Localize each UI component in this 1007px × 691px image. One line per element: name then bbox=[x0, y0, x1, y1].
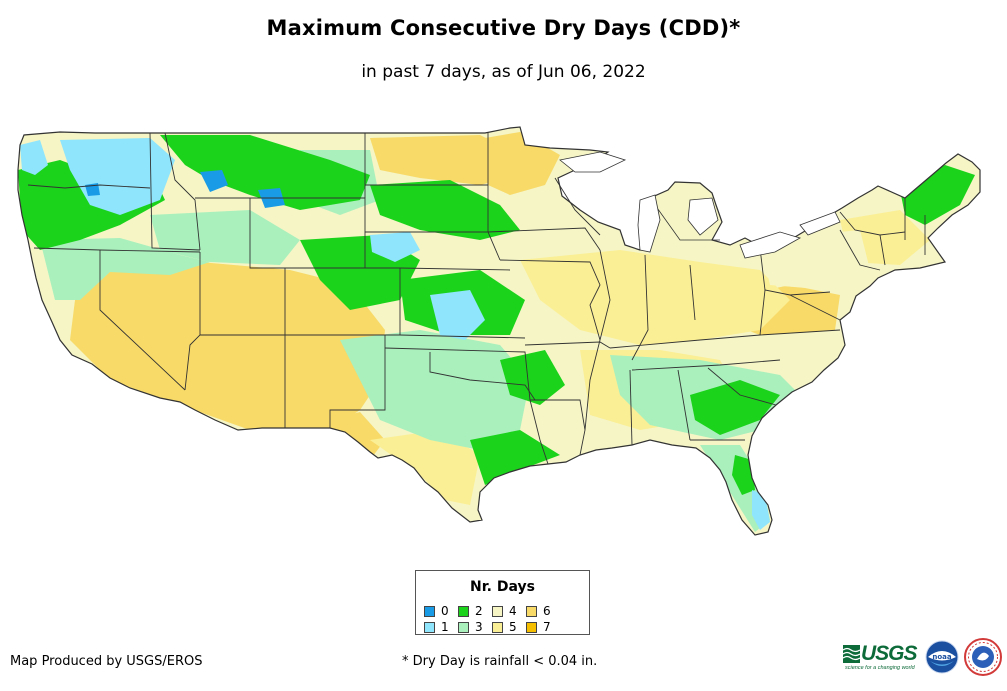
legend-label: 4 bbox=[509, 604, 517, 618]
region-5-days-texas-gulf bbox=[370, 430, 480, 505]
legend-swatch bbox=[492, 605, 503, 617]
legend-swatch bbox=[492, 621, 503, 633]
region-2-days-carolinas bbox=[690, 380, 780, 435]
region-2-days-northern-rockies bbox=[160, 135, 370, 210]
legend-item: 1 bbox=[424, 620, 449, 634]
region-1-day-nebraska bbox=[370, 232, 420, 262]
legend-swatch bbox=[458, 605, 469, 617]
noaa-logo-icon: noaa bbox=[925, 640, 959, 674]
legend-label: 0 bbox=[441, 604, 449, 618]
legend-item: 3 bbox=[458, 620, 483, 634]
legend-swatch bbox=[458, 621, 469, 633]
legend-item: 7 bbox=[526, 620, 551, 634]
region-6-days-southwest bbox=[70, 262, 385, 430]
great-lakes bbox=[559, 151, 841, 259]
legend-item: 6 bbox=[526, 604, 551, 618]
legend-swatch bbox=[424, 605, 435, 617]
region-2-days-dakotas bbox=[370, 180, 520, 240]
legend-swatch bbox=[526, 605, 537, 617]
map-subtitle: in past 7 days, as of Jun 06, 2022 bbox=[361, 62, 646, 82]
usgs-tagline: science for a changing world bbox=[845, 665, 915, 671]
region-6-days-north-dakota bbox=[370, 135, 520, 185]
region-3-days-plains bbox=[340, 330, 530, 450]
region-3-days-great-basin bbox=[150, 210, 300, 265]
map-legend: Nr. Days 0 1 2 3 4 5 6 7 bbox=[415, 570, 590, 635]
usgs-wordmark: USGS bbox=[861, 642, 918, 665]
region-5-days-midwest bbox=[520, 250, 790, 345]
region-2-days-gulf-coast bbox=[470, 430, 560, 485]
dry-day-note: * Dry Day is rainfall < 0.04 in. bbox=[402, 654, 598, 669]
legend-label: 3 bbox=[475, 620, 483, 634]
legend-label: 6 bbox=[543, 604, 551, 618]
legend-swatch bbox=[526, 621, 537, 633]
region-1-day-washington-coast bbox=[20, 140, 48, 175]
producer-credit: Map Produced by USGS/EROS bbox=[10, 654, 203, 669]
legend-item: 0 bbox=[424, 604, 449, 618]
region-1-day-kansas bbox=[430, 290, 485, 340]
region-2-days-maine bbox=[900, 165, 975, 225]
usgs-logo: USGS science for a changing world bbox=[843, 642, 919, 672]
legend-item: 4 bbox=[492, 604, 517, 618]
map-title: Maximum Consecutive Dry Days (CDD)* bbox=[266, 16, 741, 40]
region-2-days-arkansas bbox=[500, 350, 565, 405]
usgs-wave-icon bbox=[843, 645, 860, 663]
legend-label: 2 bbox=[475, 604, 483, 618]
legend-label: 7 bbox=[543, 620, 551, 634]
noaa-logo-text: noaa bbox=[932, 653, 952, 661]
legend-label: 1 bbox=[441, 620, 449, 634]
region-0-days-idaho bbox=[200, 170, 228, 192]
region-3-days-west bbox=[40, 238, 210, 300]
region-6-days-minnesota bbox=[485, 132, 560, 195]
legend-item: 2 bbox=[458, 604, 483, 618]
legend-title: Nr. Days bbox=[470, 579, 535, 595]
legend-swatch bbox=[424, 621, 435, 633]
legend-item: 5 bbox=[492, 620, 517, 634]
nws-logo-icon bbox=[964, 638, 1002, 676]
legend-label: 5 bbox=[509, 620, 517, 634]
state-boundaries bbox=[17, 126, 981, 536]
